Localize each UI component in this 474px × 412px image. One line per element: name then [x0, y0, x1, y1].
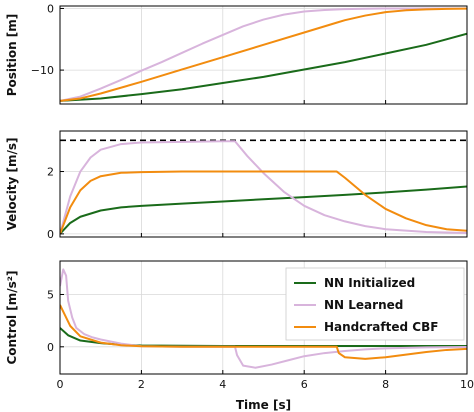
- legend: NN Initialized NN Learned Handcrafted CBF: [285, 267, 465, 341]
- series-line-handcrafted-cbf: [60, 170, 467, 235]
- series-line-nn-learned: [60, 140, 467, 235]
- legend-label: Handcrafted CBF: [324, 320, 438, 334]
- series-line-handcrafted-cbf: [60, 304, 467, 360]
- series-line-nn-initialized: [60, 32, 467, 102]
- series-line-nn-learned: [60, 7, 467, 102]
- series-line-handcrafted-cbf: [60, 7, 467, 102]
- x-tick-label: 4: [219, 378, 226, 391]
- panel-1: 0 −10 Position [m]: [5, 2, 468, 105]
- y-tick-label: −10: [31, 64, 54, 77]
- y-axis-label: Position [m]: [5, 14, 19, 97]
- y-tick-label: 0: [47, 228, 54, 241]
- x-tick-label: 10: [460, 378, 474, 391]
- plot-frame: [59, 130, 468, 238]
- x-tick-label: 6: [301, 378, 308, 391]
- x-tick-label: 8: [382, 378, 389, 391]
- legend-label: NN Initialized: [324, 276, 415, 290]
- y-tick-label: 5: [47, 288, 54, 301]
- legend-label: NN Learned: [324, 298, 403, 312]
- x-tick-label: 2: [138, 378, 145, 391]
- panel-3: 5 0 Control [m/s²] 0 2 4 6 8 10 Time [s] NN Initia…: [5, 260, 474, 412]
- y-tick-label: 0: [47, 2, 54, 15]
- plot-frame: [59, 5, 468, 105]
- y-tick-label: 2: [47, 166, 54, 179]
- series-line-nn-initialized: [60, 185, 467, 235]
- plot-frame: [59, 260, 468, 375]
- x-axis-label: Time [s]: [236, 398, 291, 412]
- panel-2: 0 2 Velocity [m/s]: [5, 130, 468, 241]
- y-tick-label: 0: [47, 341, 54, 354]
- x-tick-label: 0: [57, 378, 64, 391]
- y-axis-label: Velocity [m/s]: [5, 137, 19, 230]
- y-axis-label: Control [m/s²]: [5, 270, 19, 364]
